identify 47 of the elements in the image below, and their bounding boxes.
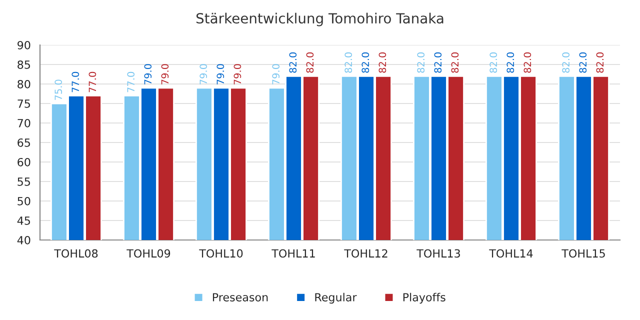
data-label: 77.0 — [88, 72, 96, 92]
data-label: 82.0 — [596, 52, 604, 73]
data-label: 79.0 — [200, 64, 208, 84]
data-label: 77.0 — [72, 72, 80, 92]
y-tick-label: 40 — [17, 236, 30, 244]
data-label: 82.0 — [362, 52, 370, 73]
y-tick-label: 50 — [18, 196, 30, 206]
data-label: 82.0 — [490, 52, 498, 73]
data-label: 82.0 — [506, 52, 514, 73]
data-label: 82.0 — [434, 52, 442, 73]
data-label: 79.0 — [216, 64, 224, 84]
y-tick-label: 55 — [18, 178, 30, 186]
data-label: 82.0 — [344, 52, 352, 73]
data-label: 79.0 — [272, 64, 280, 84]
data-label: 82.0 — [524, 52, 532, 73]
y-tick-label: 75 — [18, 100, 30, 108]
data-label: 82.0 — [289, 52, 297, 73]
y-tick-label: 85 — [18, 60, 30, 69]
data-label: 82.0 — [378, 52, 386, 73]
x-tick-label: TOHL11 — [272, 249, 315, 258]
y-tick-label: 45 — [17, 216, 30, 225]
x-tick-label: TOHL12 — [344, 249, 388, 258]
data-label: 79.0 — [144, 64, 152, 84]
legend-label: Preseason — [212, 293, 268, 302]
legend-label: Regular — [315, 292, 357, 304]
data-label: 82.0 — [451, 52, 459, 73]
legend-label: Playoffs — [403, 292, 446, 304]
data-label: 82.0 — [562, 52, 570, 73]
y-tick-label: 70 — [18, 118, 30, 128]
y-tick-label: 80 — [18, 80, 30, 88]
x-tick-label: TOHL13 — [416, 249, 460, 258]
y-tick-label: 65 — [18, 138, 30, 147]
data-label: 82.0 — [306, 52, 314, 73]
x-tick-label: TOHL09 — [126, 249, 170, 258]
data-label: 77.0 — [127, 72, 135, 92]
data-label: 79.0 — [234, 64, 242, 84]
chart-title: Stärkeentwicklung Tomohiro Tanaka — [196, 12, 444, 26]
data-label: 82.0 — [579, 52, 587, 73]
data-label: 79.0 — [161, 64, 169, 84]
x-tick-label: TOHL15 — [562, 249, 605, 258]
y-tick-label: 90 — [18, 40, 30, 50]
data-label: 82.0 — [417, 52, 425, 73]
x-tick-label: TOHL08 — [54, 249, 98, 258]
x-tick-label: TOHL14 — [489, 249, 533, 258]
x-tick-label: TOHL10 — [199, 249, 243, 258]
data-label: 75.0 — [54, 80, 62, 100]
y-tick-label: 60 — [18, 158, 30, 166]
